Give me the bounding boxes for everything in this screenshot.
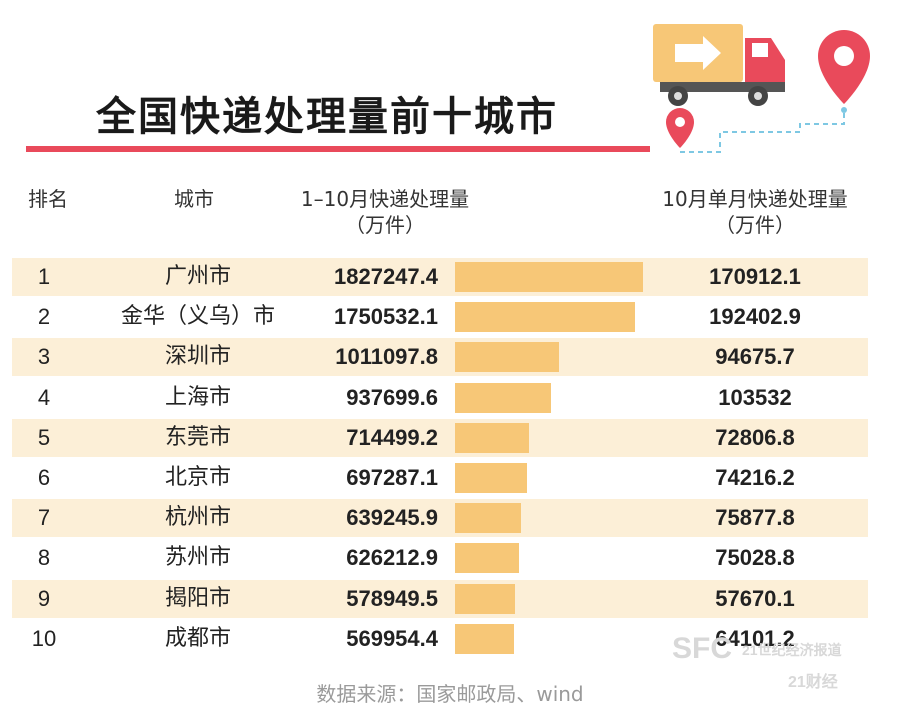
rank-cell: 2 xyxy=(37,304,51,330)
table-row: 5 东莞市 714499.2 72806.8 xyxy=(12,418,868,457)
city-cell: 深圳市 xyxy=(164,344,231,370)
ytd-volume-bar xyxy=(455,342,559,373)
header-ytd-line2: （万件） xyxy=(345,213,425,237)
ytd-volume-bar xyxy=(455,302,635,333)
table-row: 9 揭阳市 578949.5 57670.1 xyxy=(12,579,868,618)
header-rank: 排名 xyxy=(28,187,68,211)
rank-cell: 8 xyxy=(37,545,51,571)
october-volume-cell: 103532 xyxy=(718,384,792,410)
watermark-line2: 21财经 xyxy=(788,674,838,691)
rank-cell: 7 xyxy=(37,505,51,531)
table-row: 7 杭州市 639245.9 75877.8 xyxy=(12,499,868,538)
rank-cell: 4 xyxy=(37,384,51,410)
ytd-volume-cell: 639245.9 xyxy=(346,505,438,531)
rank-cell: 10 xyxy=(31,625,57,651)
table-row: 10 成都市 569954.4 64101.2 xyxy=(12,620,868,658)
title-underline xyxy=(26,146,650,152)
ytd-volume-bar xyxy=(455,583,515,614)
october-volume-cell: 192402.9 xyxy=(709,304,801,330)
table-row: 3 深圳市 1011097.8 94675.7 xyxy=(12,338,868,377)
city-cell: 杭州市 xyxy=(164,505,231,531)
october-volume-cell: 74216.2 xyxy=(715,465,795,490)
header-ytd-line1: 1–10月快递处理量 xyxy=(300,187,470,211)
city-cell: 苏州市 xyxy=(164,545,231,571)
ytd-volume-cell: 1827247.4 xyxy=(334,264,438,289)
ytd-volume-bar xyxy=(455,543,519,574)
header-oct-line2: （万件） xyxy=(715,213,795,237)
october-volume-cell: 75028.8 xyxy=(715,545,795,571)
ytd-volume-bar xyxy=(455,463,527,493)
ytd-volume-cell: 714499.2 xyxy=(346,424,438,450)
watermark-logo: SFC xyxy=(672,632,732,665)
delivery-truck-icon xyxy=(653,24,785,106)
ytd-volume-bar xyxy=(455,503,521,534)
header-city: 城市 xyxy=(174,187,214,211)
city-cell: 成都市 xyxy=(164,625,231,651)
ytd-volume-bar xyxy=(455,623,514,654)
city-cell: 北京市 xyxy=(164,465,231,490)
table-row: 1 广州市 1827247.4 170912.1 xyxy=(12,258,868,296)
table-row: 8 苏州市 626212.9 75028.8 xyxy=(12,539,868,577)
ytd-volume-cell: 1011097.8 xyxy=(335,344,438,370)
ytd-volume-cell: 578949.5 xyxy=(346,585,438,611)
ytd-volume-bar xyxy=(455,422,529,453)
city-cell: 揭阳市 xyxy=(164,585,231,611)
october-volume-cell: 94675.7 xyxy=(715,344,795,370)
rank-cell: 5 xyxy=(37,424,51,450)
rank-cell: 9 xyxy=(37,585,51,611)
ytd-volume-cell: 697287.1 xyxy=(346,465,438,490)
ytd-volume-cell: 937699.6 xyxy=(346,384,438,410)
city-cell: 广州市 xyxy=(164,264,231,289)
ytd-volume-bar xyxy=(455,262,643,292)
page-title: 全国快递处理量前十城市 xyxy=(96,94,558,140)
small-location-pin-icon xyxy=(666,108,694,148)
table-row: 2 金华（义乌）市 1750532.1 192402.9 xyxy=(12,298,868,336)
ytd-volume-cell: 626212.9 xyxy=(346,545,438,571)
ytd-volume-bar xyxy=(455,382,551,413)
october-volume-cell: 75877.8 xyxy=(715,505,795,531)
october-volume-cell: 170912.1 xyxy=(709,264,801,289)
rank-cell: 1 xyxy=(37,264,51,289)
location-pin-icon xyxy=(818,30,870,104)
october-volume-cell: 72806.8 xyxy=(715,424,795,450)
city-cell: 上海市 xyxy=(164,384,231,410)
rank-cell: 6 xyxy=(37,465,51,490)
ytd-volume-cell: 569954.4 xyxy=(346,625,438,651)
rank-cell: 3 xyxy=(37,344,51,370)
october-volume-cell: 64101.2 xyxy=(715,625,795,651)
table-row: 6 北京市 697287.1 74216.2 xyxy=(12,459,868,497)
city-cell: 金华（义乌）市 xyxy=(120,304,275,330)
watermark-line1: 21世纪经济报道 xyxy=(742,642,842,658)
header-oct-line1: 10月单月快递处理量 xyxy=(662,187,848,211)
table-row: 4 上海市 937699.6 103532 xyxy=(12,379,868,417)
city-cell: 东莞市 xyxy=(164,424,231,450)
delivery-illustration xyxy=(653,24,870,153)
october-volume-cell: 57670.1 xyxy=(715,585,795,611)
ytd-volume-cell: 1750532.1 xyxy=(334,304,438,330)
data-source-note: 数据来源：国家邮政局、wind xyxy=(316,682,584,706)
